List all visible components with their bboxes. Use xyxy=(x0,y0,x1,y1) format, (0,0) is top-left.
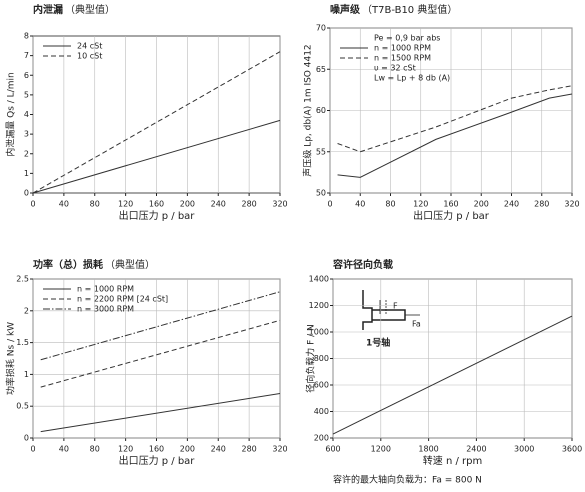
y-tick-label: 800 xyxy=(314,354,329,363)
legend-note: Pe = 0,9 bar abs xyxy=(374,34,440,43)
series-line xyxy=(40,319,281,388)
chart-title: 噪声级 xyxy=(330,3,361,16)
x-tick-label: 600 xyxy=(325,445,340,454)
y-tick-label: 1200 xyxy=(309,301,329,310)
series-line xyxy=(32,119,281,194)
y-tick-label: 1400 xyxy=(309,275,329,284)
legend-label: 24 cSt xyxy=(77,42,102,51)
series-line xyxy=(40,291,281,361)
y-axis-label: 功率损耗 Ns / kW xyxy=(5,322,17,395)
y-tick-label: 65 xyxy=(316,65,326,74)
x-tick-label: 160 xyxy=(149,445,164,454)
x-tick-label: 80 xyxy=(90,445,100,454)
x-axis-label: 出口压力 p / bar xyxy=(119,209,196,222)
footnote: 容许的最大轴向负载为：Fa = 800 N xyxy=(333,474,482,486)
y-tick-label: 8 xyxy=(24,32,29,41)
y-axis-label: 内泄漏量 Qs / L/min xyxy=(5,72,17,156)
series-line xyxy=(332,315,573,435)
y-tick-label: 600 xyxy=(314,381,329,390)
x-tick-label: 280 xyxy=(534,200,549,209)
y-tick-label: 1000 xyxy=(309,328,329,337)
x-tick-label: 320 xyxy=(272,200,287,209)
x-tick-label: 120 xyxy=(413,200,428,209)
chart-title: 内泄漏 xyxy=(33,3,63,16)
inset-label: Fa xyxy=(412,320,421,329)
y-tick-label: 2 xyxy=(24,306,29,315)
x-tick-label: 160 xyxy=(149,200,164,209)
x-axis-label: 出口压力 p / bar xyxy=(119,454,196,467)
y-tick-label: 0.5 xyxy=(16,402,29,411)
x-tick-label: 320 xyxy=(564,200,579,209)
x-tick-label: 3000 xyxy=(514,445,534,454)
x-tick-label: 200 xyxy=(474,200,489,209)
x-tick-label: 240 xyxy=(504,200,519,209)
x-tick-label: 120 xyxy=(118,445,133,454)
y-axis-label: 径向负载力 F / N xyxy=(305,324,317,393)
y-tick-label: 55 xyxy=(316,147,326,156)
x-tick-label: 160 xyxy=(443,200,458,209)
legend-label: n = 3000 RPM xyxy=(77,305,134,314)
y-tick-label: 1 xyxy=(24,370,29,379)
x-axis-label: 出口压力 p / bar xyxy=(413,209,490,222)
x-tick-label: 40 xyxy=(59,445,69,454)
y-tick-label: 200 xyxy=(314,434,329,443)
x-tick-label: 40 xyxy=(355,200,365,209)
legend-note: υ = 32 cSt xyxy=(374,64,416,73)
legend-label: n = 2200 RPM [24 cSt] xyxy=(77,295,168,304)
series-line xyxy=(40,392,281,433)
x-tick-label: 1800 xyxy=(418,445,438,454)
y-tick-label: 50 xyxy=(316,189,326,198)
legend-label: n = 1000 RPM xyxy=(374,44,431,53)
x-tick-label: 120 xyxy=(118,200,133,209)
y-tick-label: 2.5 xyxy=(16,275,29,284)
x-tick-label: 240 xyxy=(211,445,226,454)
y-tick-label: 3 xyxy=(24,130,29,139)
inset-label: F xyxy=(393,302,398,311)
x-tick-label: 40 xyxy=(59,200,69,209)
x-tick-label: 280 xyxy=(241,445,256,454)
series-line xyxy=(337,93,573,178)
legend-label: n = 1500 RPM xyxy=(374,54,431,63)
y-tick-label: 0 xyxy=(24,189,29,198)
x-tick-label: 0 xyxy=(30,200,35,209)
x-tick-label: 280 xyxy=(241,200,256,209)
y-tick-label: 6 xyxy=(24,71,29,80)
x-axis-label: 转速 n / rpm xyxy=(423,454,482,467)
legend-label: n = 1000 RPM xyxy=(77,285,134,294)
y-axis-label: 声压级 Lp, db(A) 1m ISO 4412 xyxy=(302,44,314,176)
y-tick-label: 60 xyxy=(316,106,326,115)
y-tick-label: 5 xyxy=(24,90,29,99)
x-tick-label: 320 xyxy=(272,445,287,454)
chart-subtitle: （典型值） xyxy=(65,3,115,16)
x-tick-label: 3600 xyxy=(562,445,582,454)
y-tick-label: 7 xyxy=(24,51,29,60)
x-tick-label: 240 xyxy=(211,200,226,209)
legend-note: Lw = Lp + 8 db (A) xyxy=(374,74,450,83)
inset-label: 1号轴 xyxy=(366,337,390,349)
x-tick-label: 2400 xyxy=(466,445,486,454)
shaft-inset xyxy=(362,290,420,330)
x-tick-label: 200 xyxy=(180,445,195,454)
chart-title: 功率（总）损耗 xyxy=(33,258,103,271)
y-tick-label: 2 xyxy=(24,149,29,158)
chart-title: 容许径向负载 xyxy=(332,258,393,271)
x-tick-label: 1200 xyxy=(371,445,391,454)
y-tick-label: 1.5 xyxy=(16,338,29,347)
legend-label: 10 cSt xyxy=(77,52,102,61)
x-tick-label: 80 xyxy=(385,200,395,209)
y-tick-label: 0 xyxy=(24,434,29,443)
x-tick-label: 80 xyxy=(90,200,100,209)
x-tick-label: 0 xyxy=(30,445,35,454)
y-tick-label: 1 xyxy=(24,169,29,178)
x-tick-label: 0 xyxy=(327,200,332,209)
series-line xyxy=(337,85,573,153)
x-tick-label: 200 xyxy=(180,200,195,209)
y-tick-label: 400 xyxy=(314,407,329,416)
y-tick-label: 4 xyxy=(24,110,29,119)
chart-subtitle: （T7B-B10 典型值） xyxy=(362,3,457,16)
chart-subtitle: （典型值） xyxy=(105,258,155,271)
y-tick-label: 70 xyxy=(316,24,326,33)
